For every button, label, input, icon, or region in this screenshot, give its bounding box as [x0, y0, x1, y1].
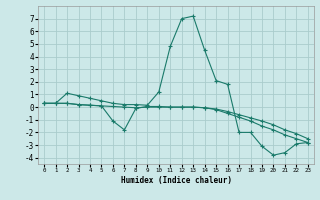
X-axis label: Humidex (Indice chaleur): Humidex (Indice chaleur) — [121, 176, 231, 185]
